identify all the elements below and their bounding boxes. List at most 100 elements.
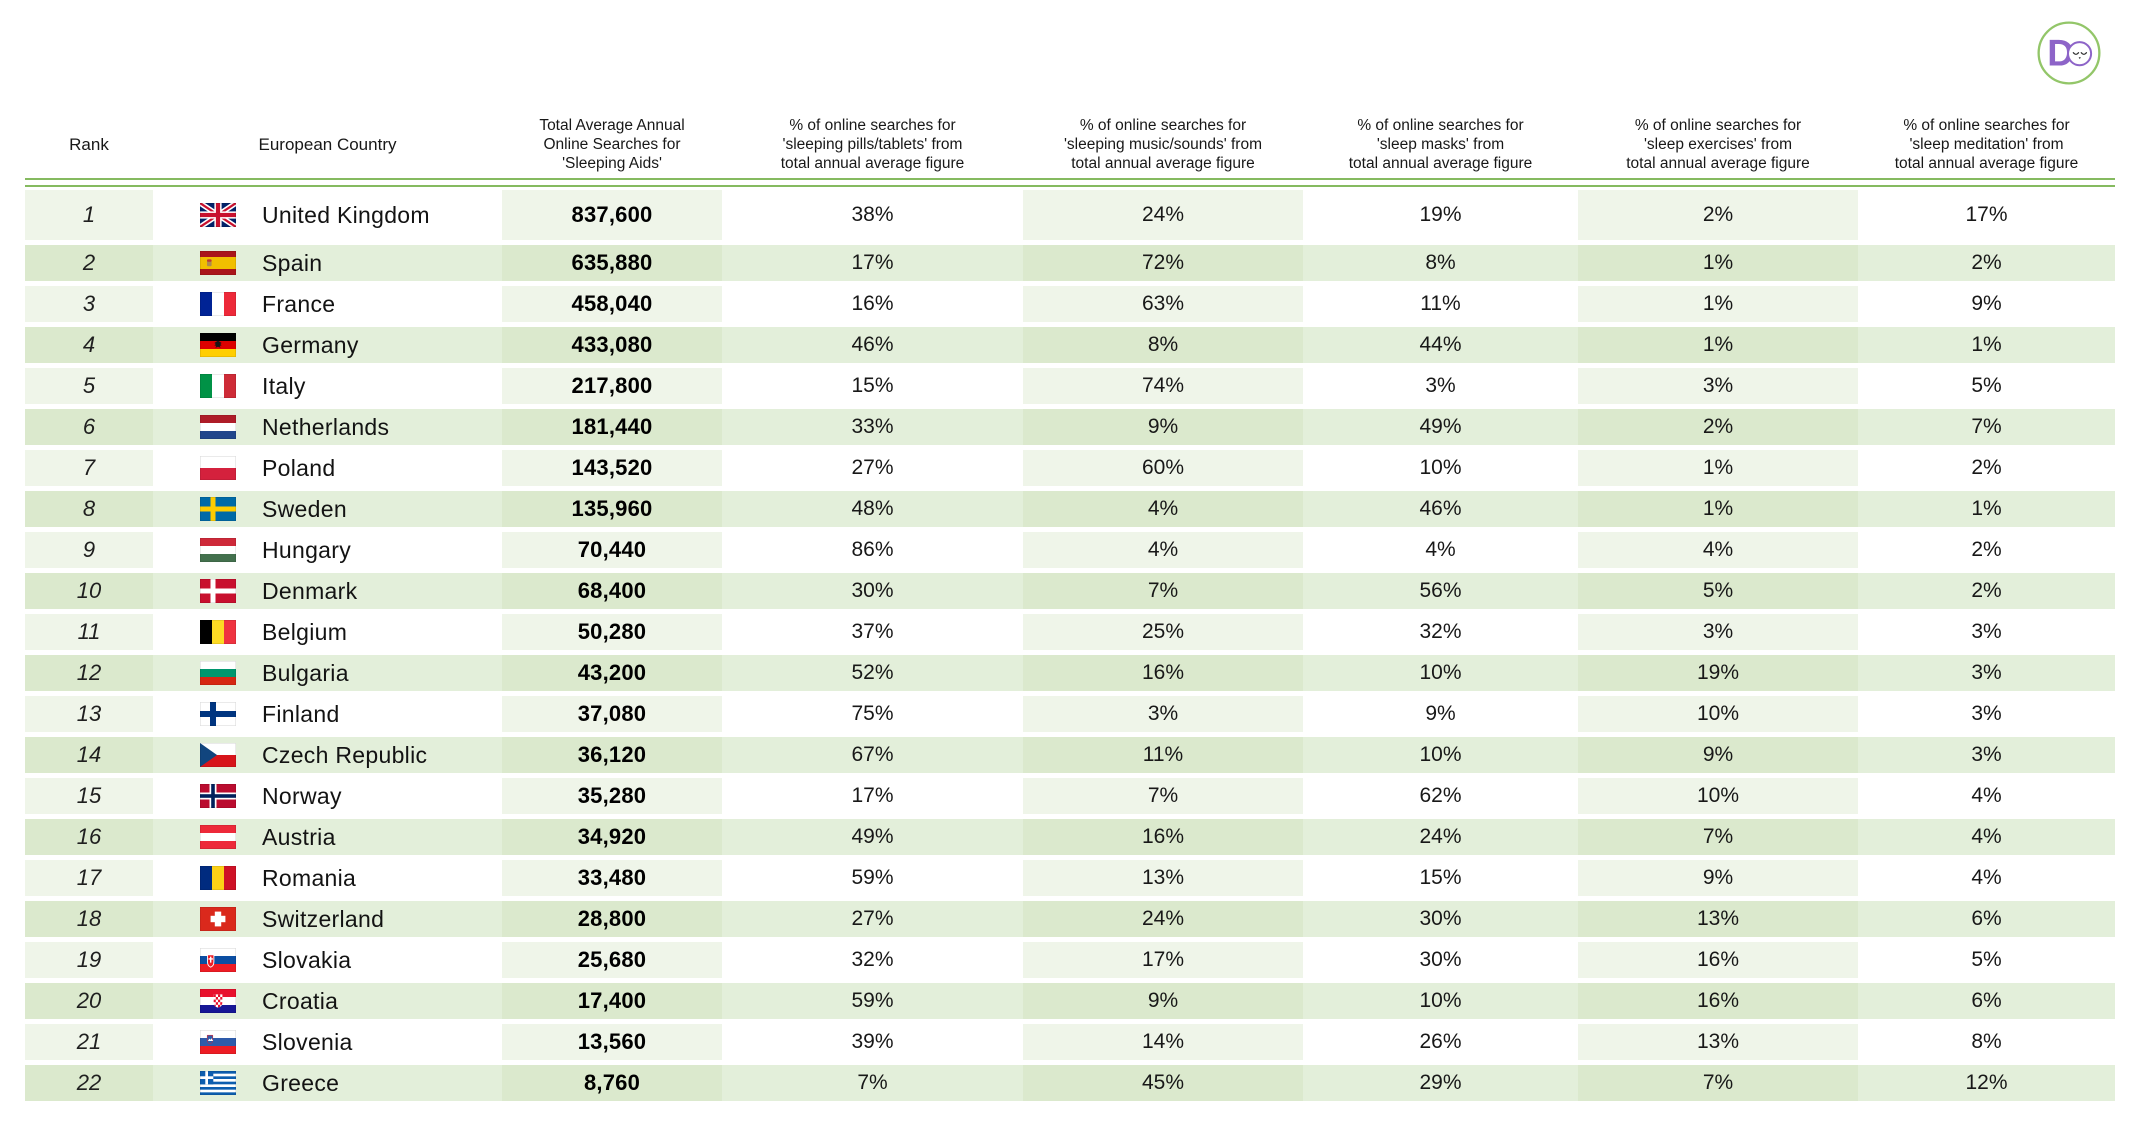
pills-percent-cell: 59%: [722, 983, 1023, 1019]
it-flag-icon: [200, 374, 236, 398]
music-percent-cell: 8%: [1023, 327, 1303, 363]
closed-eye-icon: [2080, 52, 2088, 55]
exercises-percent-cell: 3%: [1578, 614, 1858, 650]
rank-cell: 9: [25, 532, 153, 568]
column-header-line: European Country: [258, 134, 397, 154]
meditation-percent-cell: 3%: [1858, 614, 2115, 650]
pills-percent-cell: 16%: [722, 286, 1023, 322]
column-header-line: 'Sleeping Aids': [562, 154, 662, 172]
meditation-percent-cell: 4%: [1858, 778, 2115, 814]
exercises-percent-cell: 16%: [1578, 983, 1858, 1019]
country-name: Romania: [262, 864, 357, 891]
music-percent-cell: 74%: [1023, 368, 1303, 404]
exercises-percent-cell: 2%: [1578, 409, 1858, 445]
column-header-line: % of online searches for: [1079, 116, 1247, 134]
pills-percent-cell: 33%: [722, 409, 1023, 445]
country-name: Germany: [262, 331, 359, 358]
pills-percent-cell: 30%: [722, 573, 1023, 609]
fr-flag-icon: [200, 292, 236, 316]
country-name: Netherlands: [262, 413, 390, 440]
country-cell: Sweden: [153, 491, 502, 527]
exercises-percent-cell: 16%: [1578, 942, 1858, 978]
country-name: United Kingdom: [262, 201, 430, 228]
masks-percent-cell: 11%: [1303, 286, 1578, 322]
country-cell: United Kingdom: [153, 190, 502, 240]
meditation-percent-cell: 2%: [1858, 450, 2115, 486]
country-name: Slovenia: [262, 1028, 353, 1055]
total-searches-cell: 50,280: [502, 614, 722, 650]
country-cell: Slovakia: [153, 942, 502, 978]
table-row-switzerland: 18 Switzerland 28,800 27% 24% 30% 13% 6%: [25, 901, 2115, 937]
table-row-united-kingdom: 1 United Kingdom 837,600 38% 24% 19% 2% 17%: [25, 190, 2115, 240]
music-percent-cell: 24%: [1023, 901, 1303, 937]
exercises-percent-cell: 10%: [1578, 696, 1858, 732]
music-percent-cell: 45%: [1023, 1065, 1303, 1101]
country-name: France: [262, 290, 336, 317]
rank-cell: 16: [25, 819, 153, 855]
masks-percent-cell: 10%: [1303, 655, 1578, 691]
column-header-line: total annual average figure: [1348, 154, 1533, 172]
column-header-line: Total Average Annual: [539, 116, 685, 134]
masks-percent-cell: 62%: [1303, 778, 1578, 814]
country-cell: Spain: [153, 245, 502, 281]
music-percent-cell: 7%: [1023, 573, 1303, 609]
pills-percent-cell: 7%: [722, 1065, 1023, 1101]
country-cell: Belgium: [153, 614, 502, 650]
table-row-netherlands: 6 Netherlands 181,440 33% 9% 49% 2% 7%: [25, 409, 2115, 445]
masks-percent-cell: 4%: [1303, 532, 1578, 568]
at-flag-icon: [200, 825, 236, 849]
total-searches-cell: 458,040: [502, 286, 722, 322]
country-cell: Italy: [153, 368, 502, 404]
sleep-searches-table: Rank European Country Total Average Annual…: [25, 112, 2115, 1106]
header-divider-line: [25, 185, 2115, 187]
pills-percent-cell: 38%: [722, 190, 1023, 240]
total-searches-cell: 36,120: [502, 737, 722, 773]
column-header-line: % of online searches for: [1634, 116, 1802, 134]
rank-cell: 5: [25, 368, 153, 404]
nose-icon: [2078, 57, 2081, 60]
rank-cell: 19: [25, 942, 153, 978]
exercises-percent-cell: 3%: [1578, 368, 1858, 404]
total-searches-cell: 135,960: [502, 491, 722, 527]
exercises-percent-cell: 13%: [1578, 901, 1858, 937]
be-flag-icon: [200, 620, 236, 644]
column-header-masks: % of online searches for'sleep masks' fr…: [1303, 116, 1578, 173]
nl-flag-icon: [200, 415, 236, 439]
meditation-percent-cell: 3%: [1858, 655, 2115, 691]
se-flag-icon: [200, 497, 236, 521]
total-searches-cell: 8,760: [502, 1065, 722, 1101]
total-searches-cell: 143,520: [502, 450, 722, 486]
exercises-percent-cell: 5%: [1578, 573, 1858, 609]
country-cell: Hungary: [153, 532, 502, 568]
total-searches-cell: 13,560: [502, 1024, 722, 1060]
rank-cell: 2: [25, 245, 153, 281]
exercises-percent-cell: 2%: [1578, 190, 1858, 240]
country-name: Norway: [262, 782, 342, 809]
masks-percent-cell: 29%: [1303, 1065, 1578, 1101]
pills-percent-cell: 75%: [722, 696, 1023, 732]
pills-percent-cell: 17%: [722, 245, 1023, 281]
column-header-country: European Country: [153, 135, 502, 154]
meditation-percent-cell: 2%: [1858, 573, 2115, 609]
dk-flag-icon: [200, 579, 236, 603]
country-name: Slovakia: [262, 946, 352, 973]
exercises-percent-cell: 9%: [1578, 860, 1858, 896]
rank-cell: 17: [25, 860, 153, 896]
rank-cell: 11: [25, 614, 153, 650]
pills-percent-cell: 15%: [722, 368, 1023, 404]
meditation-percent-cell: 9%: [1858, 286, 2115, 322]
pills-percent-cell: 32%: [722, 942, 1023, 978]
music-percent-cell: 16%: [1023, 819, 1303, 855]
country-cell: Romania: [153, 860, 502, 896]
country-cell: Slovenia: [153, 1024, 502, 1060]
table-row-sweden: 8 Sweden 135,960 48% 4% 46% 1% 1%: [25, 491, 2115, 527]
table-header-row: Rank European Country Total Average Annual…: [25, 112, 2115, 176]
table-row-belgium: 11 Belgium 50,280 37% 25% 32% 3% 3%: [25, 614, 2115, 650]
masks-percent-cell: 49%: [1303, 409, 1578, 445]
masks-percent-cell: 26%: [1303, 1024, 1578, 1060]
ch-flag-icon: [200, 907, 236, 931]
total-searches-cell: 433,080: [502, 327, 722, 363]
column-header-line: 'sleep exercises' from: [1643, 135, 1793, 153]
country-name: Belgium: [262, 618, 348, 645]
